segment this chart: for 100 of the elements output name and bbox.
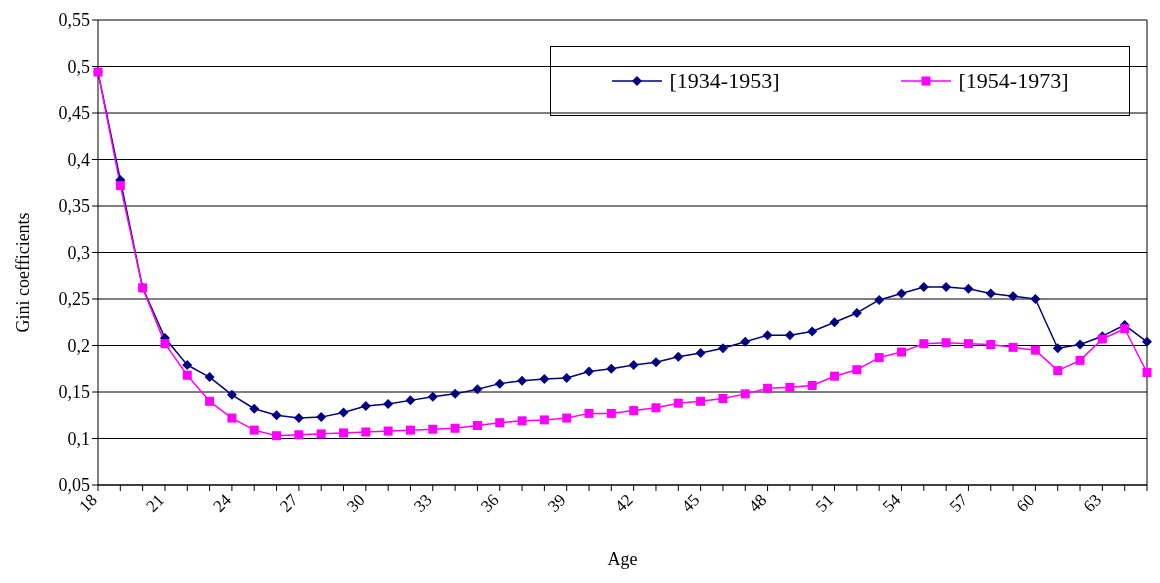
y-tick-label: 0,4 <box>67 149 90 170</box>
point <box>293 413 304 424</box>
point <box>561 373 572 384</box>
point <box>1142 367 1152 377</box>
point <box>316 412 327 423</box>
point <box>918 281 929 292</box>
point <box>272 431 282 441</box>
x-tick-label: 57 <box>945 490 972 516</box>
point <box>204 372 215 383</box>
point <box>986 340 996 350</box>
point <box>740 336 751 347</box>
x-tick-label: 18 <box>75 490 101 516</box>
point <box>383 426 393 436</box>
point <box>1052 343 1063 354</box>
point <box>450 388 461 399</box>
point <box>472 420 482 430</box>
point <box>517 416 527 426</box>
point <box>629 406 639 416</box>
point <box>651 403 661 413</box>
point <box>182 370 192 380</box>
point <box>226 389 237 400</box>
point <box>517 375 528 386</box>
x-tick-label: 54 <box>878 490 905 516</box>
point <box>762 330 773 341</box>
point <box>695 347 706 358</box>
point <box>1030 294 1041 304</box>
legend-label: [1934-1953] <box>668 68 780 94</box>
point <box>830 371 840 381</box>
point <box>271 410 282 421</box>
point <box>763 383 773 393</box>
point <box>361 427 371 437</box>
point <box>495 418 505 428</box>
point <box>1142 336 1152 347</box>
point <box>717 343 728 354</box>
point <box>1053 366 1063 376</box>
point <box>941 281 952 292</box>
y-tick-label: 0,35 <box>58 196 90 217</box>
point <box>227 413 237 423</box>
point <box>494 378 505 389</box>
point <box>963 283 974 294</box>
x-tick-label: 24 <box>209 490 236 516</box>
x-tick-label: 21 <box>142 490 168 516</box>
point <box>316 429 326 439</box>
x-tick-label: 39 <box>544 490 570 516</box>
x-tick-label: 27 <box>276 490 303 516</box>
legend-label: [1954-1973] <box>957 68 1069 94</box>
x-tick-label: 63 <box>1079 490 1106 516</box>
point <box>539 415 549 425</box>
point <box>584 366 595 377</box>
x-tick-label: 48 <box>744 490 771 516</box>
x-tick-label: 33 <box>410 490 436 516</box>
point <box>874 294 885 305</box>
point <box>584 408 594 418</box>
x-tick-label: 42 <box>611 490 637 516</box>
point <box>450 423 460 433</box>
y-tick-label: 0,45 <box>58 103 90 124</box>
point <box>829 317 840 328</box>
y-tick-label: 0,5 <box>67 56 90 77</box>
point <box>985 288 996 299</box>
x-tick-label: 36 <box>477 490 503 516</box>
point <box>383 399 394 410</box>
point <box>606 363 617 374</box>
y-tick-label: 0,2 <box>67 335 90 356</box>
point <box>696 396 706 406</box>
point <box>718 394 728 404</box>
point <box>405 395 416 406</box>
y-tick-label: 0,15 <box>58 382 90 403</box>
point <box>182 360 193 371</box>
point <box>628 360 639 371</box>
point <box>115 181 125 191</box>
point <box>428 424 438 434</box>
y-axis-title: Gini coefficients <box>13 212 34 333</box>
x-tick-label: 51 <box>811 490 838 516</box>
point <box>1008 291 1019 302</box>
point <box>896 347 906 357</box>
point <box>784 330 795 341</box>
point <box>160 339 170 349</box>
point <box>405 425 415 435</box>
point <box>1120 324 1130 334</box>
point <box>852 365 862 375</box>
y-tick-label: 0,25 <box>58 289 90 310</box>
x-tick-label: 30 <box>343 490 369 516</box>
x-axis-title: Age <box>607 549 638 569</box>
point <box>427 391 438 402</box>
point <box>963 339 973 349</box>
point <box>1008 342 1018 352</box>
point <box>941 338 951 348</box>
y-tick-label: 0,3 <box>67 242 90 263</box>
point <box>807 326 818 337</box>
point <box>740 389 750 399</box>
point <box>807 380 817 390</box>
point <box>1075 339 1086 350</box>
point <box>562 413 572 423</box>
x-tick-label: 60 <box>1012 490 1039 516</box>
point <box>338 407 349 418</box>
point <box>1075 355 1085 365</box>
point <box>360 400 371 411</box>
point <box>650 357 661 368</box>
point <box>673 351 684 362</box>
point <box>851 307 862 318</box>
